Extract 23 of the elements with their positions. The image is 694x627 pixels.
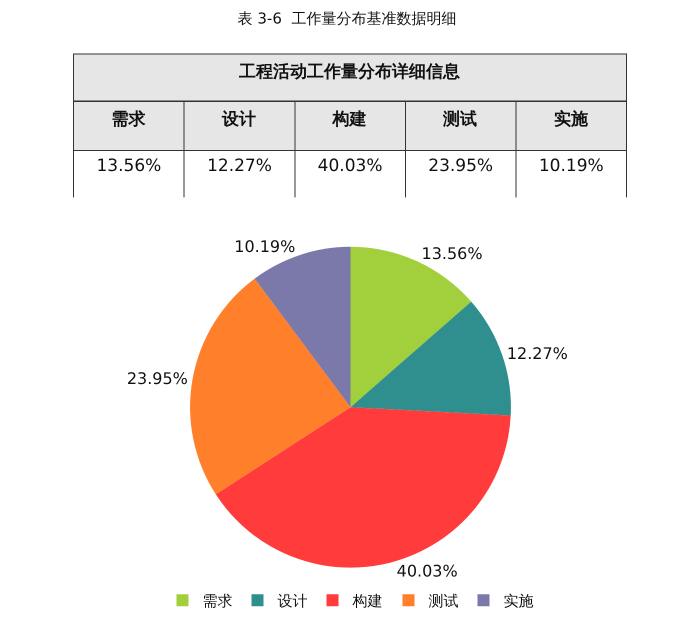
category-label: 需求 xyxy=(111,109,146,130)
legend-label: 构建 xyxy=(352,592,382,610)
chart-subtitle: 工程活动工作量分布详细信息 xyxy=(238,62,460,82)
text: 23.95% xyxy=(428,156,494,176)
data-label: 10.19% xyxy=(234,236,296,256)
category-label: 测试 xyxy=(443,109,478,130)
text: 13.56% xyxy=(96,156,162,176)
chart-title: 表 3-6 工作量分布基准数据明细 xyxy=(238,9,456,28)
legend-label: 测试 xyxy=(428,592,458,610)
text: 10.19% xyxy=(538,156,604,176)
legend-label: 需求 xyxy=(202,592,232,610)
category-label: 构建 xyxy=(332,109,367,130)
legend-label: 实施 xyxy=(504,592,534,610)
legend-label: 设计 xyxy=(278,592,308,610)
category-label: 设计 xyxy=(222,109,256,130)
text: 12.27% xyxy=(207,156,272,176)
data-label: 13.56% xyxy=(422,244,483,263)
category-label: 实施 xyxy=(554,109,588,130)
text: 40.03% xyxy=(318,156,382,176)
pie-slice xyxy=(190,278,350,494)
data-label: 40.03% xyxy=(396,562,458,581)
data-label: 23.95% xyxy=(126,368,188,388)
data-label: 12.27% xyxy=(506,344,568,364)
